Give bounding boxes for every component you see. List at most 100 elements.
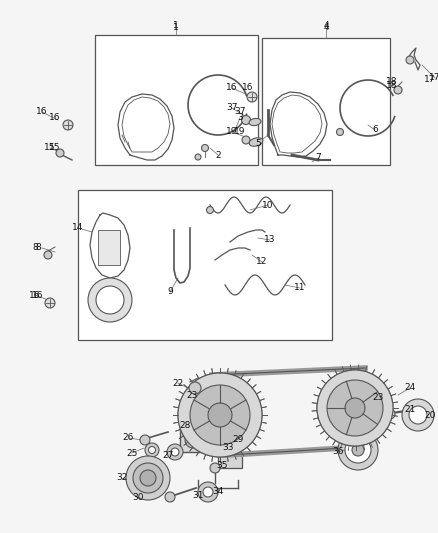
Text: 18: 18 <box>386 77 398 86</box>
Circle shape <box>96 286 124 314</box>
Circle shape <box>190 385 250 445</box>
Circle shape <box>145 443 159 457</box>
Text: 3: 3 <box>237 114 243 123</box>
Text: 34: 34 <box>212 488 224 497</box>
Circle shape <box>327 380 383 436</box>
Text: 15: 15 <box>49 143 61 152</box>
Circle shape <box>126 456 170 500</box>
Text: 25: 25 <box>126 448 138 457</box>
Text: 29: 29 <box>232 435 244 445</box>
Text: 26: 26 <box>122 433 134 442</box>
Circle shape <box>409 406 427 424</box>
Text: 2: 2 <box>215 150 221 159</box>
Text: 10: 10 <box>262 200 274 209</box>
Circle shape <box>242 136 250 144</box>
Circle shape <box>189 382 201 394</box>
Circle shape <box>206 206 213 214</box>
Text: 16: 16 <box>242 84 254 93</box>
Text: 24: 24 <box>404 384 416 392</box>
Text: 16: 16 <box>226 84 238 93</box>
Circle shape <box>210 463 220 473</box>
Text: 16: 16 <box>49 114 61 123</box>
Text: 35: 35 <box>216 461 228 470</box>
Circle shape <box>167 444 183 460</box>
Circle shape <box>201 144 208 151</box>
Text: 23: 23 <box>186 391 198 400</box>
Circle shape <box>406 56 414 64</box>
Ellipse shape <box>249 138 263 146</box>
Circle shape <box>45 298 55 308</box>
Text: 5: 5 <box>255 139 261 148</box>
Circle shape <box>345 398 365 418</box>
Circle shape <box>317 370 393 446</box>
Bar <box>180 428 210 452</box>
Bar <box>98 230 120 265</box>
Circle shape <box>171 448 179 456</box>
Text: 37: 37 <box>234 108 246 117</box>
Circle shape <box>44 251 52 259</box>
Text: 31: 31 <box>192 490 204 499</box>
Bar <box>95 35 258 165</box>
Text: 16: 16 <box>32 290 44 300</box>
Text: 32: 32 <box>117 473 128 482</box>
Text: 7: 7 <box>315 154 321 163</box>
Circle shape <box>394 86 402 94</box>
Text: 15: 15 <box>44 143 56 152</box>
Circle shape <box>223 441 234 453</box>
Circle shape <box>140 435 150 445</box>
Text: 4: 4 <box>323 23 329 33</box>
Bar <box>218 452 242 468</box>
Circle shape <box>317 370 393 446</box>
Circle shape <box>336 128 343 135</box>
Text: 19: 19 <box>234 127 246 136</box>
Text: 17: 17 <box>429 74 438 83</box>
Text: 11: 11 <box>294 284 306 293</box>
Bar <box>78 190 332 340</box>
Text: 8: 8 <box>32 244 38 253</box>
Text: 21: 21 <box>404 406 416 415</box>
Circle shape <box>352 444 364 456</box>
Circle shape <box>178 373 262 457</box>
Bar <box>262 38 390 165</box>
Circle shape <box>140 470 156 486</box>
Text: 1: 1 <box>173 21 179 30</box>
Text: 18: 18 <box>386 80 398 90</box>
Circle shape <box>195 154 201 160</box>
Circle shape <box>165 492 175 502</box>
Text: 13: 13 <box>264 236 276 245</box>
Circle shape <box>345 437 371 463</box>
Circle shape <box>338 430 378 470</box>
Circle shape <box>178 373 262 457</box>
Circle shape <box>385 409 395 419</box>
Circle shape <box>198 482 218 502</box>
Circle shape <box>208 403 232 427</box>
Circle shape <box>203 487 213 497</box>
Text: 37: 37 <box>226 103 238 112</box>
Circle shape <box>56 149 64 157</box>
Circle shape <box>247 92 257 102</box>
Circle shape <box>241 116 251 125</box>
Circle shape <box>133 463 163 493</box>
Text: 8: 8 <box>35 244 41 253</box>
Text: 30: 30 <box>132 494 144 503</box>
Text: 33: 33 <box>222 443 234 453</box>
Text: 36: 36 <box>332 448 344 456</box>
Circle shape <box>208 403 232 427</box>
Circle shape <box>190 385 250 445</box>
Text: 9: 9 <box>167 287 173 296</box>
Text: 17: 17 <box>424 76 436 85</box>
Circle shape <box>88 278 132 322</box>
Circle shape <box>402 399 434 431</box>
Text: 23: 23 <box>372 393 384 402</box>
Text: 4: 4 <box>323 21 329 30</box>
Ellipse shape <box>249 118 261 126</box>
Text: 1: 1 <box>173 23 179 33</box>
Circle shape <box>185 432 201 448</box>
Text: 16: 16 <box>36 108 48 117</box>
Text: 28: 28 <box>179 421 191 430</box>
Text: 16: 16 <box>29 290 41 300</box>
Circle shape <box>63 120 73 130</box>
Text: 6: 6 <box>372 125 378 134</box>
Text: 14: 14 <box>72 223 84 232</box>
Text: 27: 27 <box>162 450 174 459</box>
